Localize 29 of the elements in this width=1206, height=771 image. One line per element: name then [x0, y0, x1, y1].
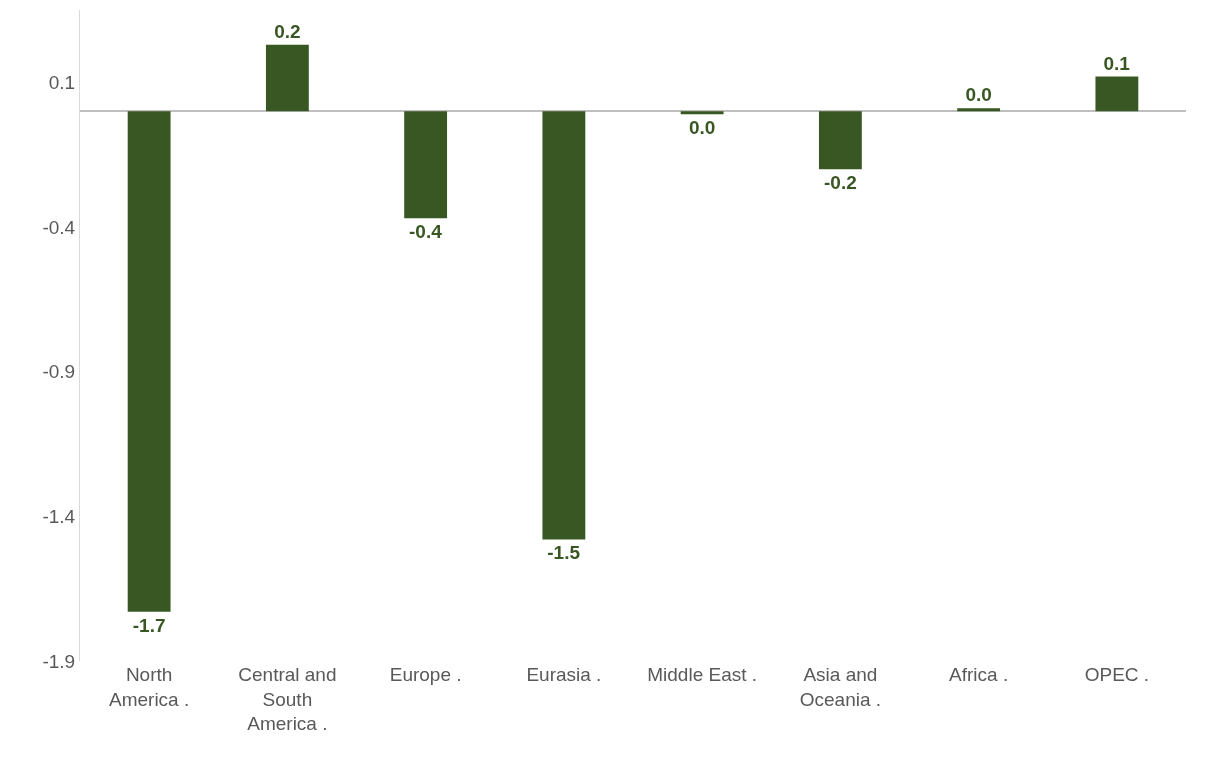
bar	[542, 111, 586, 540]
x-tick-label: North America .	[109, 664, 190, 710]
y-tick-label: 0.1	[48, 71, 76, 93]
y-tick-label: -0.4	[42, 216, 76, 238]
bar	[680, 111, 724, 115]
data-label: 0.2	[274, 20, 301, 42]
x-tick-label: Central and South America .	[238, 664, 337, 735]
data-label: 0.1	[1103, 52, 1131, 74]
bar	[265, 44, 309, 112]
y-tick-label: -0.9	[42, 361, 76, 383]
data-label: -0.4	[409, 221, 443, 243]
data-label: -0.2	[824, 172, 857, 194]
x-tick-label: Africa .	[949, 664, 1009, 685]
bar	[127, 111, 171, 612]
bar	[1095, 76, 1139, 112]
data-label: 0.0	[688, 117, 716, 139]
y-tick-label: -1.9	[42, 650, 76, 672]
x-tick-label: Eurasia .	[526, 664, 602, 685]
x-tick-label: Europe .	[389, 664, 462, 685]
x-tick-label: Middle East .	[647, 664, 758, 685]
bar	[404, 111, 448, 219]
bar	[957, 108, 1001, 112]
data-label: -1.7	[132, 614, 166, 636]
x-tick-label: OPEC .	[1084, 664, 1150, 685]
bar	[818, 111, 862, 170]
y-tick-label: -1.4	[42, 505, 76, 527]
data-label: -1.5	[547, 542, 581, 564]
data-label: 0.0	[965, 84, 992, 106]
x-tick-label: Asia and Oceania .	[799, 664, 882, 710]
